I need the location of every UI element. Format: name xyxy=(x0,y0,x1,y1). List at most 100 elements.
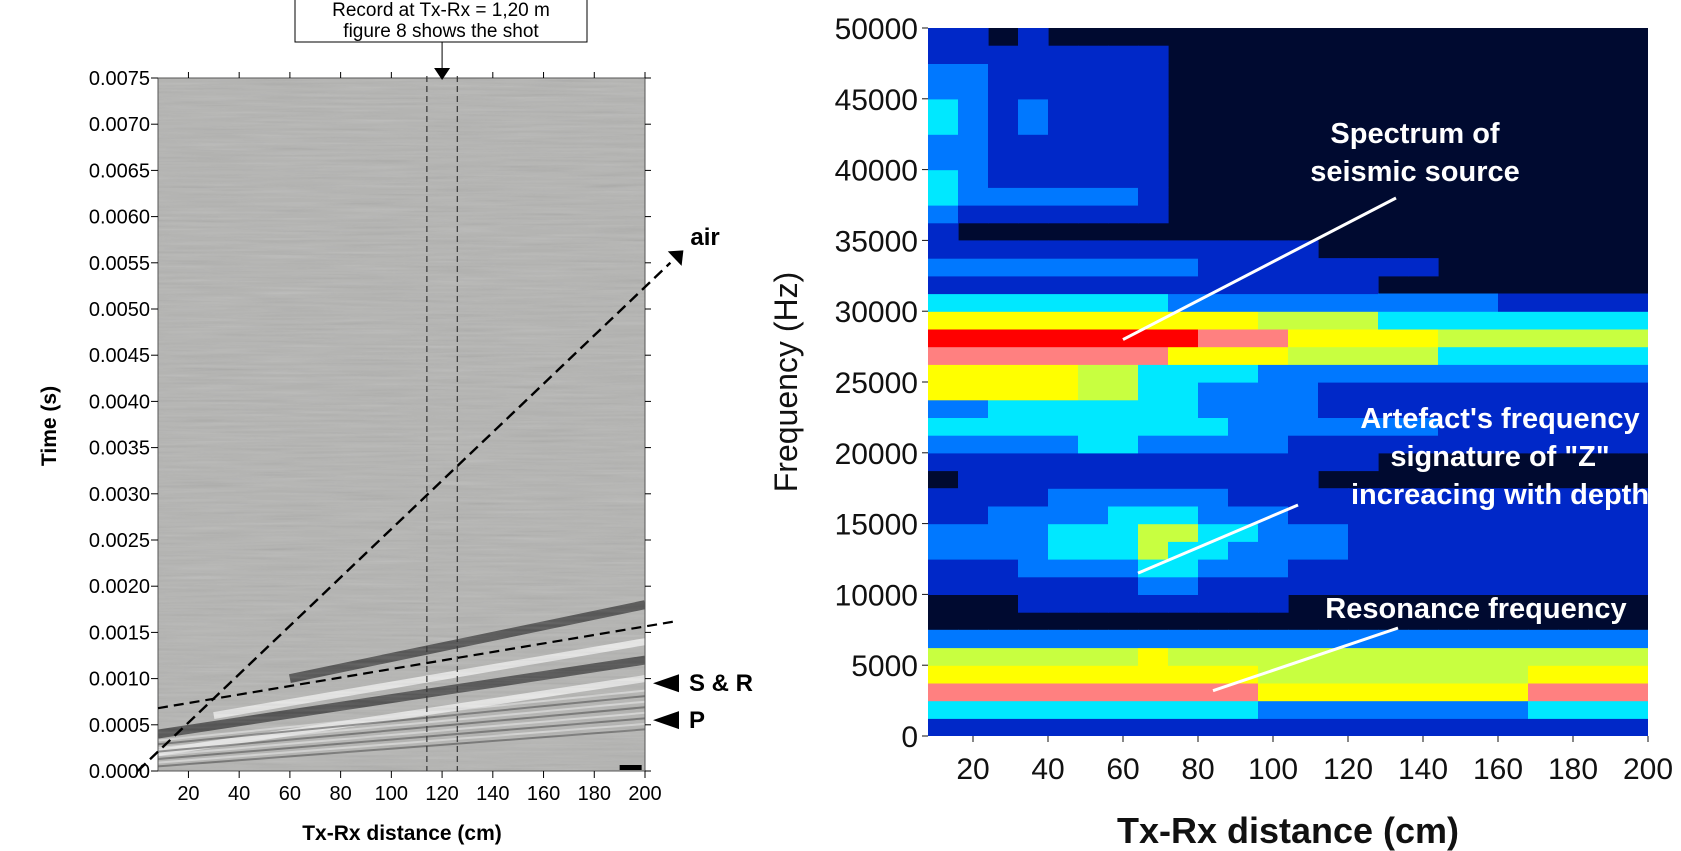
spectrum-cell xyxy=(1228,417,1259,436)
spectrum-cell xyxy=(1138,151,1169,171)
spectrum-y-tick-label-9: 45000 xyxy=(835,84,918,117)
spectrum-cell xyxy=(1438,346,1469,365)
spectrum-cell xyxy=(1588,328,1619,348)
spectrum-cell xyxy=(1258,576,1289,595)
spectrum-cell xyxy=(928,559,959,578)
spectrum-cell xyxy=(1528,541,1559,560)
spectrum-cell xyxy=(928,98,959,118)
spectrum-cell xyxy=(1228,382,1259,401)
spectrum-cell xyxy=(1108,275,1139,295)
spectrum-cell xyxy=(1018,151,1049,171)
spectrum-cell xyxy=(1138,382,1169,401)
spectrum-cell xyxy=(1318,700,1349,719)
spectrum-cell xyxy=(1138,169,1169,188)
spectrum-cell xyxy=(1408,328,1439,348)
spectrum-cell xyxy=(1018,116,1049,135)
spectrum-cell xyxy=(928,205,959,224)
spectrum-cell xyxy=(988,382,1019,401)
spectrum-cell xyxy=(1258,594,1289,613)
spectrum-y-tick-label-0: 0 xyxy=(901,721,918,754)
seismogram-x-tick-label-1: 40 xyxy=(228,783,250,805)
spectrum-cell xyxy=(1018,346,1049,365)
record-marker-line2: figure 8 shows the shot xyxy=(343,21,539,42)
annotation-text-1-2: increacing with depth xyxy=(1351,479,1649,511)
spectrum-cell xyxy=(1258,523,1289,542)
spectrum-cell xyxy=(928,399,959,418)
spectrum-cell xyxy=(1048,576,1079,595)
spectrum-cell xyxy=(1378,559,1409,578)
spectrum-cell xyxy=(988,417,1019,436)
spectrum-cell xyxy=(1288,470,1319,489)
spectrum-cell xyxy=(1558,700,1589,719)
spectrum-cell xyxy=(1498,576,1529,595)
spectrum-cell xyxy=(988,470,1019,489)
spectrum-cell xyxy=(1048,98,1079,118)
spectrum-cell xyxy=(1288,240,1319,259)
spectrum-cell xyxy=(1138,275,1169,295)
spectrum-cell xyxy=(1108,559,1139,578)
spectrum-cell xyxy=(1558,328,1589,348)
spectrum-cell xyxy=(1468,559,1499,578)
spectrum-cell xyxy=(1228,682,1259,702)
seismogram-y-tick-label-6: 0.0030 xyxy=(89,484,150,506)
spectrum-cell xyxy=(1228,647,1259,666)
spectrum-cell xyxy=(928,488,959,507)
spectrum-cell xyxy=(1138,629,1169,649)
spectrum-cell xyxy=(1078,452,1109,472)
spectrum-cell xyxy=(1168,682,1199,702)
spectrum-cell xyxy=(1288,505,1319,525)
spectrum-cell xyxy=(1108,541,1139,560)
spectrum-x-tick-label-4: 100 xyxy=(1248,753,1298,786)
spectrum-cell xyxy=(1468,700,1499,719)
spectrum-cell xyxy=(988,98,1019,118)
spectrum-cell xyxy=(1108,452,1139,472)
spectrum-cell xyxy=(1078,346,1109,365)
spectrum-cell xyxy=(928,647,959,666)
spectrum-cell xyxy=(1408,700,1439,719)
spectrum-cell xyxy=(1288,346,1319,365)
spectrum-cell xyxy=(1048,346,1079,365)
annotation-text-0-1: seismic source xyxy=(1310,156,1520,188)
spectrum-cell xyxy=(958,151,989,171)
seismogram-image xyxy=(158,78,645,771)
spectrum-cell xyxy=(1258,718,1289,736)
spectrum-cell xyxy=(958,293,989,312)
spectrum-cell xyxy=(1408,399,1439,418)
spectrum-cell xyxy=(1258,435,1289,454)
spectrum-cell xyxy=(1468,311,1499,330)
spectrum-cell xyxy=(1018,382,1049,401)
spectrum-cell xyxy=(1438,293,1469,312)
spectrum-cell xyxy=(1168,629,1199,649)
spectrum-cell xyxy=(958,346,989,365)
spectrum-y-tick-label-8: 40000 xyxy=(835,155,918,188)
spectrum-cell xyxy=(958,399,989,418)
spectrum-cell xyxy=(1378,311,1409,330)
spectrum-cell xyxy=(1528,700,1559,719)
spectrum-cell xyxy=(1318,629,1349,649)
spectrum-cell xyxy=(1258,364,1289,383)
spectrum-cell xyxy=(1378,399,1409,418)
spectrum-cell xyxy=(1018,293,1049,312)
spectrum-cell xyxy=(1618,629,1648,649)
spectrum-cell xyxy=(1138,594,1169,613)
spectrum-cell xyxy=(1288,275,1319,295)
spectrum-cell xyxy=(1468,488,1499,507)
spectrum-cell xyxy=(1348,505,1379,525)
spectrum-cell xyxy=(1048,205,1079,224)
spectrum-cell xyxy=(1528,665,1559,684)
spectrum-cell xyxy=(1438,311,1469,330)
spectrum-cell xyxy=(1048,417,1079,436)
spectrum-cell xyxy=(1138,665,1169,684)
spectrum-cell xyxy=(1468,665,1499,684)
spectrum-cell xyxy=(1318,258,1349,277)
spectrum-cell xyxy=(1018,718,1049,736)
seismogram-x-tick-label-9: 200 xyxy=(628,783,661,805)
seismogram-frame xyxy=(157,77,646,772)
spectrum-cell xyxy=(1018,45,1049,64)
spectrum-cell xyxy=(1288,541,1319,560)
spectrum-cell xyxy=(1138,328,1169,348)
spectrum-x-tick-label-1: 40 xyxy=(1031,753,1064,786)
spectrum-cell xyxy=(1318,718,1349,736)
spectrum-cell xyxy=(1258,399,1289,418)
spectrum-cell xyxy=(1528,328,1559,348)
